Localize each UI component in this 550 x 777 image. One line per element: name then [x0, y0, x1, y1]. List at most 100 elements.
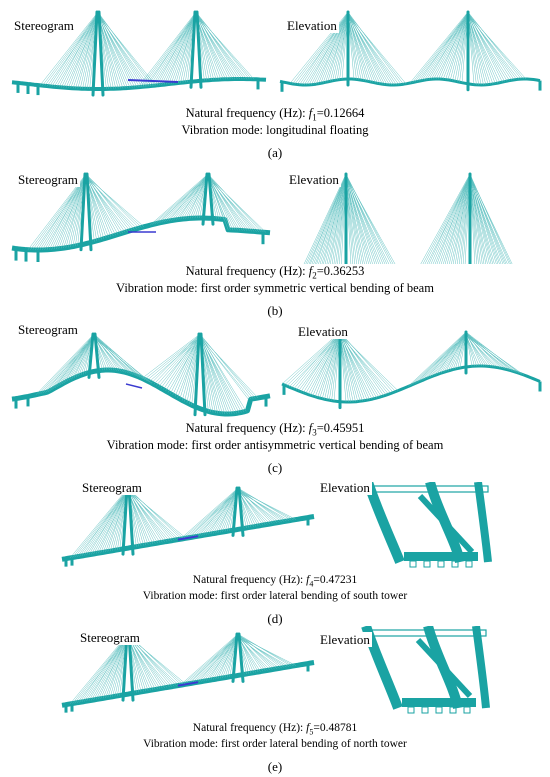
stay-cable	[195, 13, 255, 80]
stay-cable	[409, 11, 469, 84]
stay-cable	[171, 174, 209, 221]
stay-cable	[323, 173, 347, 264]
subfigure-letter: (c)	[267, 460, 283, 475]
stay-cable	[469, 174, 485, 264]
stay-cable	[319, 175, 347, 264]
stay-cable	[299, 11, 349, 85]
stay-cable	[430, 174, 471, 264]
pier	[282, 384, 286, 395]
stay-cable	[93, 335, 153, 384]
stay-cable	[207, 176, 231, 230]
stay-cable	[469, 176, 495, 264]
stay-cable	[88, 487, 129, 555]
tower-leg	[97, 10, 105, 97]
stay-cable	[69, 633, 129, 705]
panel-e: Stereogram Elevation Natural frequency (…	[0, 626, 550, 777]
stay-cable	[455, 331, 467, 370]
stay-cable	[127, 490, 151, 545]
stay-cable	[237, 633, 292, 667]
pier	[36, 250, 40, 262]
stay-cable	[324, 333, 341, 400]
stay-cable	[345, 176, 357, 264]
stay-cable	[436, 173, 471, 264]
stay-cable	[310, 173, 347, 264]
stay-cable	[81, 634, 129, 703]
stay-cable	[449, 12, 469, 81]
stay-cable	[345, 174, 361, 264]
stay-cable	[469, 173, 510, 264]
stay-cable	[208, 487, 239, 535]
stay-cable	[127, 488, 184, 539]
stay-cable	[187, 173, 209, 219]
stay-cable	[91, 634, 129, 701]
stay-cable	[326, 175, 347, 264]
stay-cable	[166, 11, 197, 85]
stay-cable	[49, 11, 99, 87]
freq-symbol: f	[308, 106, 313, 120]
deck-section	[402, 698, 476, 707]
stay-cable	[291, 331, 341, 389]
stay-cable	[199, 335, 259, 399]
stay-cable	[97, 14, 131, 88]
pier	[70, 703, 74, 712]
stay-cable	[66, 334, 95, 382]
stay-cable	[156, 11, 197, 86]
stay-cable	[467, 13, 479, 86]
stay-cable	[345, 175, 396, 264]
tower-leg	[195, 10, 203, 89]
tower-brace	[415, 637, 473, 699]
tower-brace	[417, 493, 475, 555]
stay-cable	[74, 489, 129, 558]
freq-symbol: f	[306, 574, 310, 586]
stay-cable	[303, 173, 347, 264]
stay-cable	[436, 331, 467, 375]
stay-cable	[428, 173, 471, 264]
stay-cable	[281, 331, 341, 385]
deck-section	[404, 552, 478, 561]
tower-leg	[79, 172, 87, 252]
stay-cable	[293, 332, 341, 390]
stay-cable	[237, 490, 271, 525]
stay-cable	[469, 176, 481, 264]
freq-symbol: f	[308, 264, 313, 278]
pier	[256, 79, 260, 90]
stay-cable	[440, 175, 471, 264]
stay-cable	[422, 174, 471, 264]
stay-cable	[237, 489, 297, 520]
stay-cable	[189, 487, 239, 538]
stay-cable	[127, 636, 151, 691]
stay-cable	[421, 12, 469, 81]
stay-cable	[85, 174, 142, 228]
stay-cable	[210, 488, 239, 535]
stay-cable	[177, 336, 201, 398]
stay-cable	[319, 331, 341, 399]
stay-cable	[426, 331, 467, 379]
stay-cable	[59, 335, 95, 386]
elevation-figure-b	[278, 168, 546, 264]
stay-cable	[314, 333, 341, 397]
mode-caption: Vibration mode: first order antisymmetri…	[106, 438, 444, 452]
stay-cable	[337, 11, 349, 81]
pier	[26, 396, 30, 407]
stay-cable	[164, 175, 209, 223]
stereogram-figure-e	[58, 628, 323, 720]
stay-cable	[54, 333, 95, 389]
stay-cable	[45, 333, 95, 393]
stay-cable	[438, 174, 471, 264]
stay-cable	[170, 13, 197, 84]
stay-cable	[311, 12, 349, 85]
stay-cable	[63, 176, 87, 249]
stay-cable	[91, 488, 129, 555]
stay-cable	[147, 11, 197, 87]
stay-cable	[81, 488, 129, 557]
subfigure-letter: (b)	[267, 303, 283, 318]
stereogram-label: Stereogram	[16, 172, 80, 187]
stay-cable	[180, 174, 209, 220]
stay-cable	[146, 335, 201, 381]
stay-cable	[127, 490, 161, 543]
stay-cable	[191, 634, 239, 684]
freq-prefix: Natural frequency (Hz):	[192, 574, 307, 586]
stay-cable	[345, 176, 382, 264]
stay-cable	[447, 11, 469, 80]
stay-cable	[70, 12, 99, 89]
